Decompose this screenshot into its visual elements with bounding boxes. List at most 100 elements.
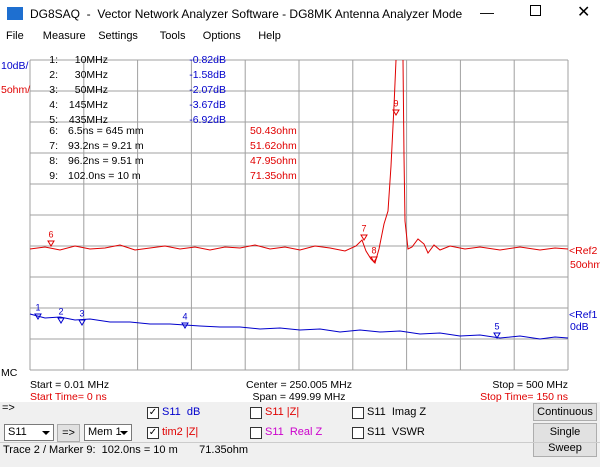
menu-item[interactable]: Measure [42,30,86,42]
window-title: DG8SAQ - Vector Network Analyzer Softwar… [30,7,463,21]
marker-value: -2.07dB [189,84,226,96]
marker-triangle [47,240,55,247]
marker-triangle [34,313,42,320]
ref-label: <Ref1 [569,309,597,321]
span-label: Span = 499.99 MHz [252,391,345,402]
marker-triangle [78,319,86,326]
checkbox[interactable]: ✓ [147,407,159,419]
marker-value: -6.92dB [189,114,226,126]
marker-number: 3 [79,308,84,318]
marker-position: 50MHz [75,84,108,96]
trace-s11-db [29,313,569,340]
marker-position: 10MHz [75,54,108,66]
marker-triangle [392,109,400,116]
start-time-label: Start Time= 0 ns [30,391,107,402]
marker-position: 102.0ns = 10 m [68,170,141,182]
app-icon [7,7,23,20]
plot-background [0,46,600,402]
status-text: Trace 2 / Marker 9: 102.0ns = 10 m 71.35… [3,444,249,456]
close-button[interactable]: ✕ [577,4,591,21]
ref-value: 50ohm [570,259,600,271]
status-bar: Trace 2 / Marker 9: 102.0ns = 10 m 71.35… [0,442,600,458]
menu-item[interactable]: File [6,30,24,42]
checkbox-label: S11 Imag Z [367,406,427,418]
marker-index: 7: [49,140,58,152]
menu-item[interactable]: Options [202,30,241,42]
stop-time-label: Stop Time= 150 ns [480,391,568,402]
marker-table: 1: 10MHz -0.82dB 2: 30MHz -1.58dB 3: 50MHz -2.07… [49,54,297,182]
scale-label: 10dB/ [1,60,29,72]
marker-index: 8: [49,155,58,167]
marker-index: 6: [49,125,58,137]
menu-bar: File Measure Settings Tools Options Help [0,28,600,46]
marker-index: 4: [49,99,58,111]
marker-position: 6.5ns = 645 mm [68,125,144,137]
mc-label: MC [1,367,18,379]
start-label: Start = 0.01 MHz [30,379,109,391]
marker-value: 50.43ohm [250,125,297,137]
checkbox[interactable]: ✓ [147,427,159,439]
markers: 1 2 3 4 5 6 7 8 9 [34,98,501,339]
checkbox-label: S11 |Z| [265,406,300,418]
continuous-button[interactable]: Continuous [533,403,597,421]
marker-number: 4 [182,311,187,321]
marker-number: 6 [48,229,53,239]
marker-value: -1.58dB [189,69,226,81]
checkbox[interactable] [352,407,364,419]
marker-value: 51.62ohm [250,140,297,152]
window: DG8SAQ - Vector Network Analyzer Softwar… [0,0,600,457]
arrow-label: => [2,402,15,414]
marker-position: 96.2ns = 9.51 m [68,155,144,167]
marker-triangle [360,234,368,241]
marker-value: -0.82dB [189,54,226,66]
menu-item[interactable]: Tools [159,30,186,42]
marker-value: -3.67dB [189,99,226,111]
marker-number: 1 [35,302,40,312]
checkbox[interactable] [250,407,262,419]
menu-item[interactable]: Settings [98,30,138,42]
marker-index: 2: [49,69,58,81]
ref-value: 0dB [570,321,589,333]
marker-value: 47.95ohm [250,155,297,167]
scale-label: 5ohm/ [1,84,30,96]
center-label: Center = 250.005 MHz [246,379,352,391]
marker-position: 145MHz [69,99,108,111]
memory-select[interactable]: Mem 1 [84,424,132,441]
marker-index: 3: [49,84,58,96]
marker-triangle [493,332,501,339]
trace-impedance [29,59,569,264]
marker-position: 93.2ns = 9.21 m [68,140,144,152]
checkbox[interactable] [250,427,262,439]
marker-number: 5 [494,321,499,331]
parameter-select[interactable]: S11 [4,424,54,441]
minimize-button[interactable]: — [480,4,494,20]
checkbox-label: S11 dB [162,406,201,418]
title-bar: DG8SAQ - Vector Network Analyzer Softwar… [0,0,600,28]
checkbox[interactable] [352,427,364,439]
marker-number: 8 [371,245,376,255]
marker-position: 30MHz [75,69,108,81]
menu-item[interactable]: Help [258,30,281,42]
marker-number: 9 [393,98,398,108]
single-sweep-button[interactable]: Single Sweep [533,423,597,457]
marker-index: 9: [49,170,58,182]
plot-area: 1 2 3 4 5 6 7 8 9 1: 10MHz -0.82dB 2: 30MHz -1.58dB 3:… [0,46,600,402]
marker-position: 435MHz [69,114,108,126]
stop-label: Stop = 500 MHz [492,379,568,391]
marker-value: 71.35ohm [250,170,297,182]
marker-index: 5: [49,114,58,126]
marker-index: 1: [49,54,58,66]
page: {"window": {"title": "DG8SAQ - Vector Ne… [0,0,600,457]
marker-triangle [181,322,189,329]
marker-triangle [370,256,378,263]
marker-triangle [57,317,65,324]
marker-number: 7 [361,223,366,233]
marker-number: 2 [58,306,63,316]
transfer-button[interactable]: => [57,424,80,442]
grid [29,59,569,371]
checkbox-label: S11 Real Z [265,426,323,438]
checkbox-label: S11 VSWR [367,426,425,438]
ref-label: <Ref2 [569,245,597,257]
maximize-button[interactable] [530,5,541,16]
checkbox-label: tim2 |Z| [162,426,199,438]
